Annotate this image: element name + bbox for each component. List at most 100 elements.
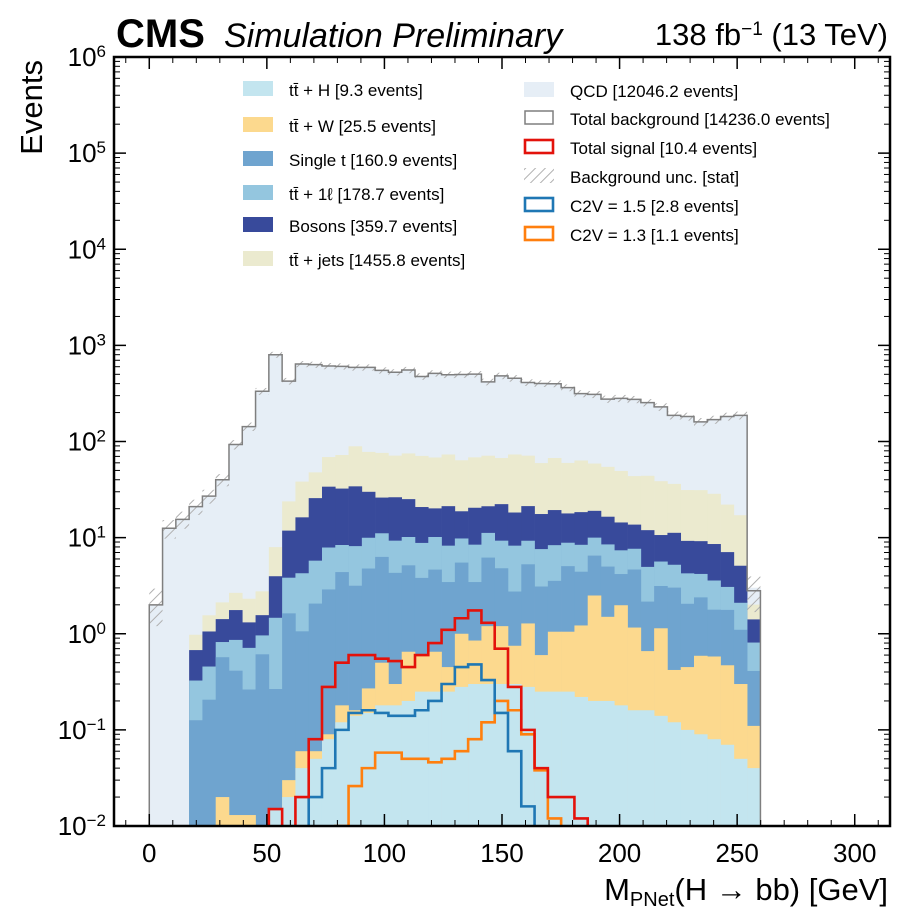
legend-entry-11: C2V = 1.3 [1.1 events] [523,225,739,245]
stack-bar [654,715,668,826]
legend-label: C2V = 1.5 [2.8 events] [570,197,739,216]
legend-entry-9: Background unc. [stat] [524,168,739,187]
stack-bar [375,705,389,826]
x-tick-label: 50 [252,838,281,868]
legend-swatch [523,225,555,242]
legend-entry-0: tt̄ + H [9.3 events] [243,81,423,100]
y-tick-label: 103 [68,330,106,361]
total-background-step [148,353,762,826]
stack-bar [388,705,403,826]
status-label: Simulation Preliminary [224,17,564,55]
stack-bar [667,722,682,826]
stack-bar [321,739,336,826]
legend-label: Background unc. [stat] [570,168,739,187]
stack-bar [747,768,761,826]
signal-step-1 [307,663,536,826]
legend-entry-5: tt̄ + jets [1455.8 events] [243,251,465,270]
legend-entry-8: Total signal [10.4 events] [523,138,757,158]
legend-label: tt̄ + jets [1455.8 events] [289,251,465,270]
stack-bar [175,519,190,826]
x-tick-label: 150 [480,838,523,868]
legend-swatch [524,168,554,183]
unc-band [162,520,176,539]
stack-bar [242,689,256,826]
legend-entry-10: C2V = 1.5 [2.8 events] [523,196,739,216]
stack-bar [228,815,243,826]
legend-swatch [523,196,555,213]
stack-bar [202,699,217,826]
legend-swatch [243,81,273,96]
stack-bar [361,712,376,826]
x-tick-label: 100 [363,838,406,868]
y-tick-label: 104 [68,234,106,265]
legend-label: tt̄ + H [9.3 events] [289,81,423,100]
lumi-label: 138 fb−1 (13 TeV) [655,17,888,52]
y-axis-label: Events [14,60,49,155]
stack-bar [507,684,522,826]
stack-bar [587,700,602,826]
stack-bar [547,691,562,826]
legend-entry-1: tt̄ + W [25.5 events] [243,117,436,136]
legend-swatch [524,82,554,97]
signal-step-2 [267,609,590,826]
legend-entry-7: Total background [14236.0 events] [524,110,830,129]
unc-band [175,511,190,529]
stack-bar [521,686,535,826]
stack-bar [282,613,296,826]
x-tick-label: 200 [598,838,641,868]
legend-entry-2: Single t [160.9 events] [243,151,457,170]
stack-bar [454,686,469,826]
stack-bar [574,696,589,826]
legend-swatch [243,251,273,266]
legend-swatch [243,151,273,166]
legend-swatch [243,117,273,132]
stack-bar [640,710,655,826]
y-tick-label: 106 [68,42,106,73]
stack-bar [534,691,549,826]
legend-label: tt̄ + W [25.5 events] [289,117,436,136]
x-tick-label: 0 [142,838,156,868]
legend-entry-4: Bosons [359.7 events] [243,217,457,236]
stack-bar [268,689,283,826]
stack-bar [228,670,243,826]
stack-bar [680,729,695,826]
stack-bar [494,684,509,826]
legend-label: Total background [14236.0 events] [570,110,830,129]
stack-bar [215,797,230,826]
legend-swatch [523,138,555,155]
total-background-line [148,353,762,826]
stack-bar [162,528,177,826]
stack-bar [255,654,270,826]
stack-bar [348,715,363,826]
x-tick-label: 250 [715,838,758,868]
legend-label: QCD [12046.2 events] [570,82,738,101]
stack-bar [189,720,203,826]
stack-bar [627,710,642,826]
stack-bar [468,684,482,826]
stack-bar [335,722,349,826]
y-tick-label: 101 [68,522,106,553]
legend: tt̄ + H [9.3 events] tt̄ + W [25.5 events… [243,81,830,270]
axis-ticks: 0 50 100 150 200 250 300 10−2 10−1 100 101 102 103 10… [58,42,890,868]
x-axis-label: MPNet(H → bb) [GeV] [604,872,888,911]
legend-swatch [243,185,273,200]
legend-swatch [524,110,554,125]
stack-bar [481,684,496,826]
legend-entry-6: QCD [12046.2 events] [524,82,738,101]
y-tick-label: 105 [68,138,106,169]
stack-bar [614,705,628,826]
y-tick-label: 102 [68,426,106,457]
y-tick-label: 10−1 [58,714,106,745]
legend-label: C2V = 1.3 [1.1 events] [570,226,739,245]
stack-bar [308,758,323,826]
stack-bar [268,809,283,826]
stack-bar [149,604,163,826]
stack-bar [242,815,256,826]
stack-series-6 [268,684,761,826]
signal-lines [267,609,590,826]
stack-bar [707,739,721,826]
stack-bar [600,700,615,826]
stack-bar [282,797,296,826]
unc-band [149,588,163,627]
stack-bar [215,657,230,826]
